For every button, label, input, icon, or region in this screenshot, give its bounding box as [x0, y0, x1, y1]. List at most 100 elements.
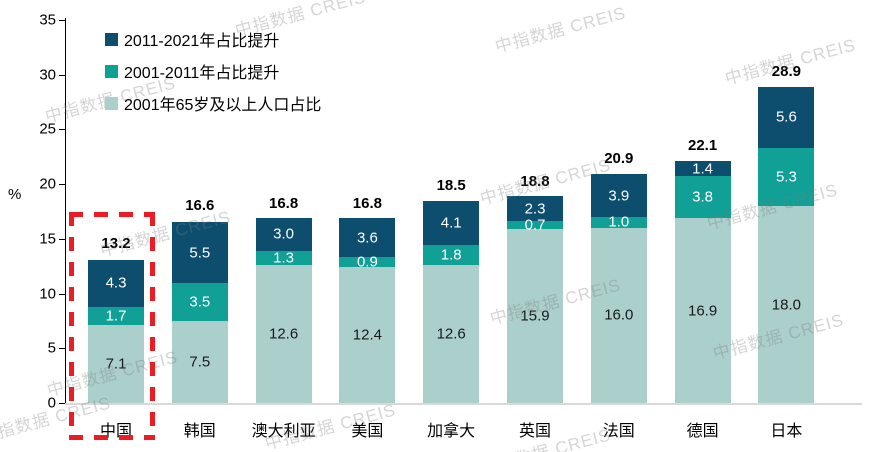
- bar-澳大利亚: 12.6 1.3 3.0: [255, 218, 312, 403]
- bar-segment: [171, 282, 228, 321]
- y-tick-label: 15: [39, 230, 56, 248]
- segment-value: 5.3: [775, 168, 797, 186]
- x-category-label: 加拿大: [427, 423, 476, 440]
- segment-value: 0.7: [524, 216, 546, 234]
- segment-value: 3.6: [356, 229, 378, 247]
- y-axis-unit-label: %: [8, 186, 22, 203]
- segment-value: 12.6: [268, 325, 299, 343]
- y-tick-label: 0: [47, 394, 56, 412]
- bar-segment: [590, 174, 647, 217]
- bar-segment: [423, 265, 480, 403]
- legend-label: 2011-2021年占比提升: [124, 33, 280, 50]
- total-value: 18.8: [520, 173, 550, 191]
- total-value: 22.1: [687, 137, 718, 155]
- legend-item: 2001-2011年占比提升: [105, 60, 321, 82]
- bar-segment: [507, 228, 563, 403]
- highlight-box-edge: [69, 212, 155, 217]
- segment-value: 16.9: [687, 302, 718, 320]
- legend-swatch: [105, 96, 118, 110]
- segment-value: 7.5: [189, 353, 211, 371]
- segment-value: 7.1: [105, 355, 127, 373]
- y-tick-label: 5: [47, 339, 56, 357]
- bar-segment: [590, 216, 647, 228]
- x-category-label: 法国: [602, 423, 635, 440]
- bar-segment: [674, 176, 731, 219]
- bar-法国: 16.0 1.0 3.9: [590, 174, 647, 403]
- total-value: 18.5: [436, 176, 466, 194]
- bar-segment: [674, 161, 731, 177]
- bar-segment: [423, 200, 480, 246]
- y-axis-line: [65, 18, 66, 403]
- bar-segment: [507, 221, 563, 229]
- x-category-label: 美国: [351, 423, 384, 440]
- legend-item: 2001年65岁及以上人口占比: [105, 92, 321, 114]
- bar-segment: [255, 218, 312, 251]
- bar-segment: [88, 259, 144, 307]
- x-category-label: 韩国: [183, 423, 216, 440]
- y-tick-mark: [59, 129, 65, 131]
- segment-value: 3.0: [273, 225, 295, 243]
- bar-segment: [339, 218, 396, 258]
- segment-value: 12.6: [436, 325, 466, 343]
- bar-segment: [339, 257, 396, 268]
- segment-value: 5.5: [189, 244, 211, 262]
- watermark-text: 中指数据 CREIS: [723, 35, 859, 89]
- segment-value: 1.8: [440, 246, 462, 264]
- total-value: 20.9: [604, 150, 634, 168]
- y-tick-mark: [59, 20, 65, 21]
- bar-segment: [171, 320, 228, 403]
- legend-label: 2001-2011年占比提升: [124, 65, 280, 82]
- total-value: 16.8: [352, 195, 382, 213]
- segment-value: 1.7: [105, 307, 127, 325]
- x-axis-baseline: [65, 403, 862, 405]
- segment-value: 1.4: [692, 160, 714, 178]
- segment-value: 1.3: [273, 249, 295, 267]
- bar-英国: 15.9 0.7 2.3: [507, 196, 563, 403]
- y-tick-mark: [59, 348, 65, 350]
- bar-segment: [758, 206, 815, 403]
- bar-日本: 18.0 5.3 5.6: [758, 86, 815, 403]
- bar-美国: 12.4 0.9 3.6: [339, 218, 396, 403]
- segment-value: 4.3: [105, 274, 127, 292]
- total-value: 16.8: [268, 195, 299, 213]
- y-tick-mark: [59, 293, 65, 295]
- y-tick-label: 10: [39, 285, 56, 303]
- segment-value: 16.0: [604, 306, 634, 324]
- segment-value: 4.1: [440, 214, 462, 232]
- y-tick-mark: [59, 403, 65, 404]
- bar-segment: [507, 196, 563, 222]
- y-tick-mark: [59, 184, 65, 186]
- bar-韩国: 7.5 3.5 5.5: [171, 221, 228, 403]
- legend-label: 2001年65岁及以上人口占比: [124, 97, 322, 114]
- bar-segment: [674, 218, 731, 403]
- segment-value: 3.9: [608, 187, 630, 205]
- y-tick-label: 20: [39, 175, 56, 193]
- bar-德国: 16.9 3.8 1.4: [674, 160, 731, 403]
- y-tick-mark: [59, 74, 65, 76]
- segment-value: 0.9: [356, 253, 378, 271]
- total-value: 28.9: [771, 62, 801, 80]
- bar-segment: [88, 306, 144, 326]
- total-value: 16.6: [185, 197, 215, 215]
- segment-value: 3.5: [189, 293, 211, 311]
- total-value: 13.2: [101, 234, 131, 252]
- bar-segment: [88, 325, 144, 403]
- watermark-text: 中指数据 CREIS: [493, 3, 629, 57]
- bar-segment: [758, 86, 815, 149]
- y-tick-label: 35: [39, 11, 56, 29]
- bar-segment: [255, 265, 312, 403]
- segment-value: 12.4: [352, 326, 382, 344]
- legend-swatch: [105, 64, 118, 78]
- y-tick-label: 30: [39, 66, 56, 84]
- bar-中国: 7.1 1.7 4.3: [88, 259, 144, 403]
- bar-segment: [171, 222, 228, 283]
- x-category-label: 澳大利亚: [251, 423, 316, 440]
- segment-value: 5.6: [775, 108, 797, 126]
- y-tick-label: 25: [39, 120, 56, 138]
- y-tick-mark: [59, 238, 65, 240]
- legend-item: 2011-2021年占比提升: [105, 28, 321, 50]
- segment-value: 18.0: [771, 296, 801, 313]
- bar-segment: [758, 148, 815, 206]
- legend: 2011-2021年占比提升 2001-2011年占比提升 2001年65岁及以上人…: [105, 28, 321, 124]
- segment-value: 15.9: [520, 307, 550, 325]
